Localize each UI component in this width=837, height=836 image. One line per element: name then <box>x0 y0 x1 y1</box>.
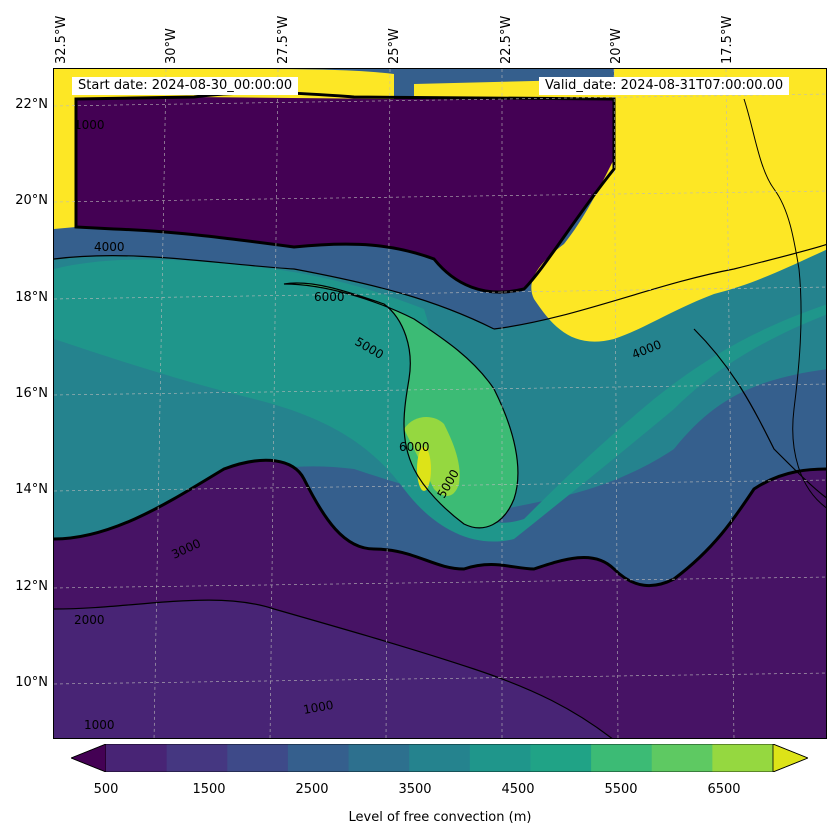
lat-label-10n: 10°N <box>15 675 48 690</box>
lon-label-20w: 20°W <box>609 28 624 64</box>
colorbar-extend-max <box>772 744 808 772</box>
colorbar <box>71 744 808 772</box>
field-band-4500 <box>54 259 826 542</box>
contour-4000-west <box>54 255 495 330</box>
valid-date-label: Valid_date: 2024-08-31T07:00:00.00 <box>539 77 790 95</box>
colorbar-cell <box>651 744 713 772</box>
colorbar-cell <box>591 744 653 772</box>
contour-3000-east <box>693 328 826 499</box>
contour-label: 6000 <box>399 440 430 454</box>
lon-label-32-5w: 32.5°W <box>54 15 69 64</box>
colorbar-extend-min <box>71 744 107 772</box>
lfc-map: 4000 4000 5000 6000 3000 2000 1000 1000 … <box>53 68 827 739</box>
colorbar-tick: 2500 <box>295 782 329 797</box>
field-upper-low <box>76 92 614 293</box>
lon-label-27-5w: 27.5°W <box>276 15 291 64</box>
lat-label-16n: 16°N <box>15 386 48 401</box>
contour-label: 1000 <box>74 118 105 132</box>
field-high-east <box>531 69 826 342</box>
lon-label-17-5w: 17.5°W <box>720 15 735 64</box>
colorbar-tick: 5500 <box>604 782 638 797</box>
colorbar-cell <box>409 744 471 772</box>
colorbar-tick: 3500 <box>398 782 432 797</box>
lat-label-20n: 20°N <box>15 193 48 208</box>
colorbar-tick: 6500 <box>707 782 741 797</box>
colorbar-cell <box>469 744 531 772</box>
lfc-field-svg: 4000 4000 5000 6000 3000 2000 1000 1000 … <box>54 69 826 738</box>
lat-label-18n: 18°N <box>15 290 48 305</box>
lat-label-22n: 22°N <box>15 97 48 112</box>
lon-label-25w: 25°W <box>387 28 402 64</box>
colorbar-cell <box>530 744 592 772</box>
contour-label: 6000 <box>314 290 345 304</box>
field-core-6500 <box>404 417 460 496</box>
graticule <box>54 69 826 738</box>
colorbar-cell <box>106 744 168 772</box>
colorbar-tick: 1500 <box>192 782 226 797</box>
colorbar-cell <box>227 744 289 772</box>
contour-label: 4000 <box>94 240 125 254</box>
start-date-label: Start date: 2024-08-30_00:00:00 <box>72 77 299 95</box>
contour-2000-south <box>54 599 613 738</box>
contour-4000-east <box>493 244 826 330</box>
contour-label: 1000 <box>84 718 115 732</box>
lon-label-30w: 30°W <box>164 28 179 64</box>
field-lower-band <box>54 600 612 738</box>
colorbar-cells <box>71 744 808 772</box>
colorbar-tick: 500 <box>93 782 119 797</box>
colorbar-cell <box>287 744 350 772</box>
coastline <box>743 98 826 509</box>
contour-label: 2000 <box>74 613 105 627</box>
colorbar-cell <box>348 744 410 772</box>
contour-label: 1000 <box>302 698 335 717</box>
colorbar-cell <box>166 744 228 772</box>
lon-label-22-5w: 22.5°W <box>499 15 514 64</box>
contour-5000 <box>283 282 519 529</box>
contour-1000-north <box>74 91 616 294</box>
contour-1000-south <box>54 458 826 588</box>
colorbar-cell <box>712 744 774 772</box>
field-core-5500 <box>284 283 518 528</box>
lat-label-12n: 12°N <box>15 579 48 594</box>
colorbar-title: Level of free convection (m) <box>348 810 532 825</box>
lat-label-14n: 14°N <box>15 482 48 497</box>
colorbar-tick: 4500 <box>501 782 535 797</box>
